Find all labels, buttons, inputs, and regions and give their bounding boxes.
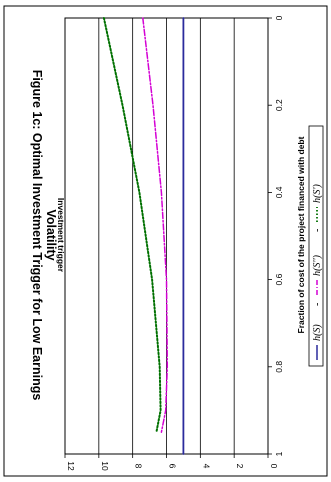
series-layer [102, 17, 185, 455]
chart-title-line2: Volatility [44, 209, 58, 260]
legend-box [308, 125, 324, 367]
chart-title-line1: Figure 1c: Optimal Investment Trigger fo… [30, 70, 44, 401]
x-tick-label: 0.8 [274, 361, 284, 373]
y-tick-label: 2 [235, 464, 245, 469]
legend-separator-2: - [312, 229, 323, 232]
grid-layer [64, 17, 272, 458]
y-tick-label: 12 [66, 461, 76, 471]
x-tick-label: 0.2 [274, 99, 284, 111]
y-tick-labels: 0 2 4 6 8 10 12 [66, 461, 279, 471]
x-axis-title: Fraction of cost of the project financed… [296, 136, 306, 333]
series-line-2 [102, 17, 162, 434]
legend-label-hs: h(S) [312, 324, 323, 341]
legend-label-hs-prime: h(S') [312, 184, 323, 203]
y-tick-label: 0 [269, 464, 279, 469]
y-axis-title: Investment trigger [56, 198, 66, 273]
x-tick-label: 1 [274, 451, 284, 456]
x-tick-labels: 0 0.2 0.4 0.6 0.8 1 [274, 15, 284, 456]
legend-separator-1: - [312, 303, 323, 306]
y-tick-label: 8 [134, 464, 144, 469]
legend-label-hs-double: h(S'') [312, 254, 323, 276]
y-tick-label: 6 [168, 464, 178, 469]
x-tick-label: 0.6 [274, 273, 284, 285]
series-line-1 [142, 17, 169, 433]
y-tick-label: 4 [201, 464, 211, 469]
y-tick-label: 10 [100, 461, 110, 471]
x-tick-label: 0 [274, 15, 284, 20]
legend: h(S) - h(S'') - h(S') [308, 125, 324, 367]
x-tick-label: 0.4 [274, 186, 284, 198]
